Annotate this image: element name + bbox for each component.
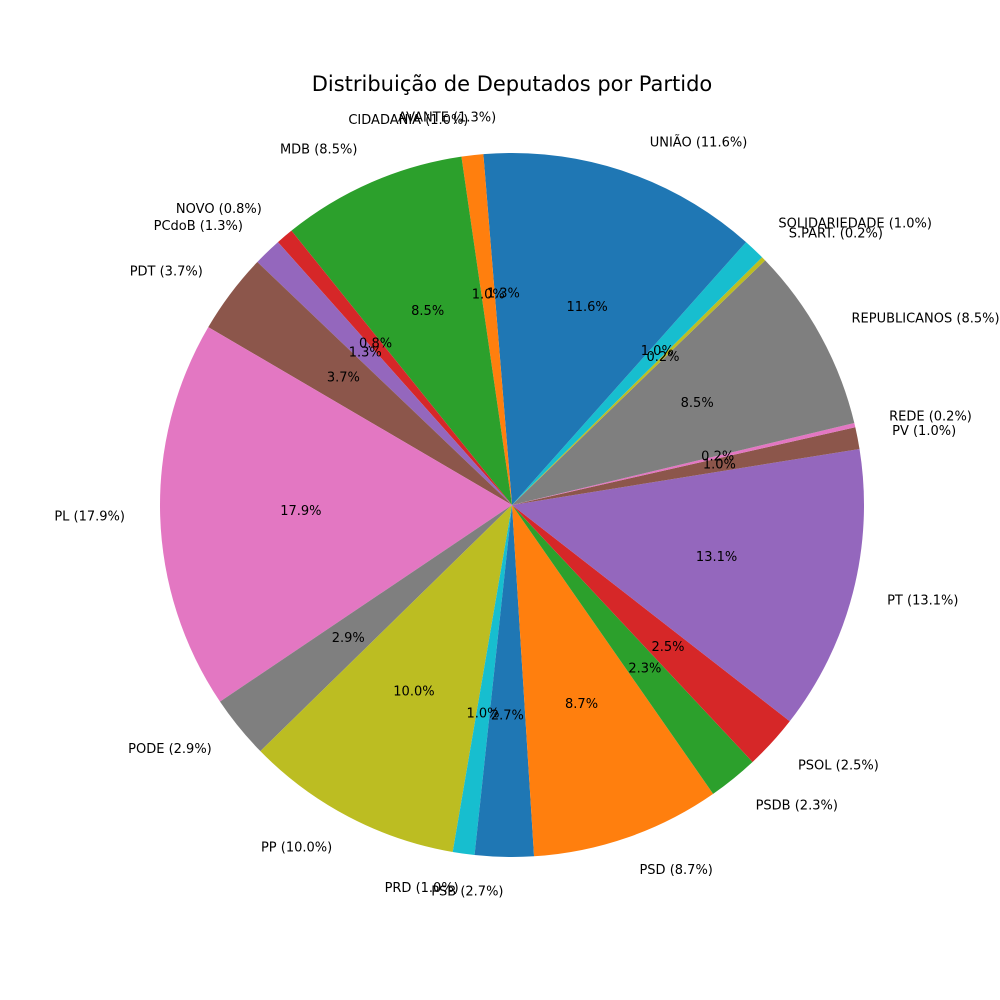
pie-slice-6 <box>160 327 513 702</box>
slice-label-1: CIDADANIA (1.0%) <box>348 113 468 128</box>
slice-percent-5: 3.7% <box>327 370 360 385</box>
slice-percent-19: 1.0% <box>641 344 674 359</box>
pie-slice-9 <box>452 505 512 856</box>
slice-label-20: UNIÃO (11.6%) <box>650 135 748 151</box>
pie-slice-5 <box>208 262 512 505</box>
slice-label-15: PV (1.0%) <box>892 424 956 439</box>
slice-label-7: PODE (2.9%) <box>128 742 212 757</box>
slice-percent-4: 1.3% <box>349 346 382 361</box>
slice-percent-16: 0.2% <box>701 450 734 465</box>
slice-label-10: PSB (2.7%) <box>431 885 503 900</box>
slice-percent-3: 0.8% <box>359 336 392 351</box>
slice-label-5: PDT (3.7%) <box>130 264 203 279</box>
slice-percent-9: 1.0% <box>466 707 499 722</box>
pie-slice-1 <box>461 154 512 505</box>
slice-percent-15: 1.0% <box>703 457 736 472</box>
pie-slice-17 <box>512 260 855 505</box>
slice-percent-17: 8.5% <box>681 396 714 411</box>
slice-label-11: PSD (8.7%) <box>639 863 712 878</box>
pie-slice-12 <box>512 505 753 794</box>
pie-slice-18 <box>512 257 766 505</box>
slice-label-9: PRD (1.0%) <box>385 881 459 896</box>
pie-slice-13 <box>512 505 790 762</box>
slice-percent-2: 8.5% <box>411 304 444 319</box>
slice-label-3: NOVO (0.8%) <box>176 202 262 217</box>
slice-percent-0: 1.3% <box>487 286 520 301</box>
pie-slice-15 <box>512 427 860 505</box>
pie-slice-14 <box>512 448 865 722</box>
pie-slices <box>160 153 865 857</box>
pie-slice-19 <box>512 242 763 505</box>
pie-slice-16 <box>512 422 856 505</box>
chart-title: Distribuição de Deputados por Partido <box>312 72 713 96</box>
slice-percent-6: 17.9% <box>280 504 321 519</box>
pie-slice-3 <box>277 230 512 505</box>
slice-percent-labels: 1.3%1.0%8.5%0.8%1.3%3.7%17.9%2.9%10.0%1.… <box>280 286 737 723</box>
slice-label-13: PSOL (2.5%) <box>798 759 879 774</box>
slice-label-14: PT (13.1%) <box>887 594 958 609</box>
slice-percent-10: 2.7% <box>491 709 524 724</box>
pie-slice-4 <box>257 242 512 505</box>
slice-percent-20: 11.6% <box>566 300 607 315</box>
slice-label-4: PCdoB (1.3%) <box>154 219 243 234</box>
pie-slice-7 <box>220 505 513 752</box>
slice-label-8: PP (10.0%) <box>261 840 332 855</box>
slice-percent-13: 2.5% <box>651 640 684 655</box>
slice-percent-12: 2.3% <box>628 662 661 677</box>
slice-label-16: REDE (0.2%) <box>889 410 972 425</box>
pie-slice-11 <box>512 505 714 857</box>
slice-percent-8: 10.0% <box>393 685 434 700</box>
pie-slice-2 <box>291 156 512 505</box>
slice-label-18: S.PART. (0.2%) <box>789 227 883 242</box>
slice-percent-7: 2.9% <box>332 631 365 646</box>
slice-label-19: SOLIDARIEDADE (1.0%) <box>778 217 932 232</box>
slice-percent-14: 13.1% <box>696 550 737 565</box>
slice-label-2: MDB (8.5%) <box>280 143 357 158</box>
slice-label-17: REPUBLICANOS (8.5%) <box>851 311 999 326</box>
slice-percent-18: 0.2% <box>646 350 679 365</box>
pie-slice-0 <box>483 153 512 505</box>
slice-percent-11: 8.7% <box>565 697 598 712</box>
slice-label-0: AVANTE (1.3%) <box>398 111 496 126</box>
slice-percent-1: 1.0% <box>472 288 505 303</box>
slice-label-12: PSDB (2.3%) <box>756 798 838 813</box>
pie-slice-8 <box>260 505 512 852</box>
pie-slice-10 <box>474 505 535 857</box>
slice-label-6: PL (17.9%) <box>54 510 125 525</box>
slice-labels: AVANTE (1.3%)CIDADANIA (1.0%) MDB (8.5%) N… <box>54 111 999 900</box>
pie-slice-20 <box>512 153 747 505</box>
